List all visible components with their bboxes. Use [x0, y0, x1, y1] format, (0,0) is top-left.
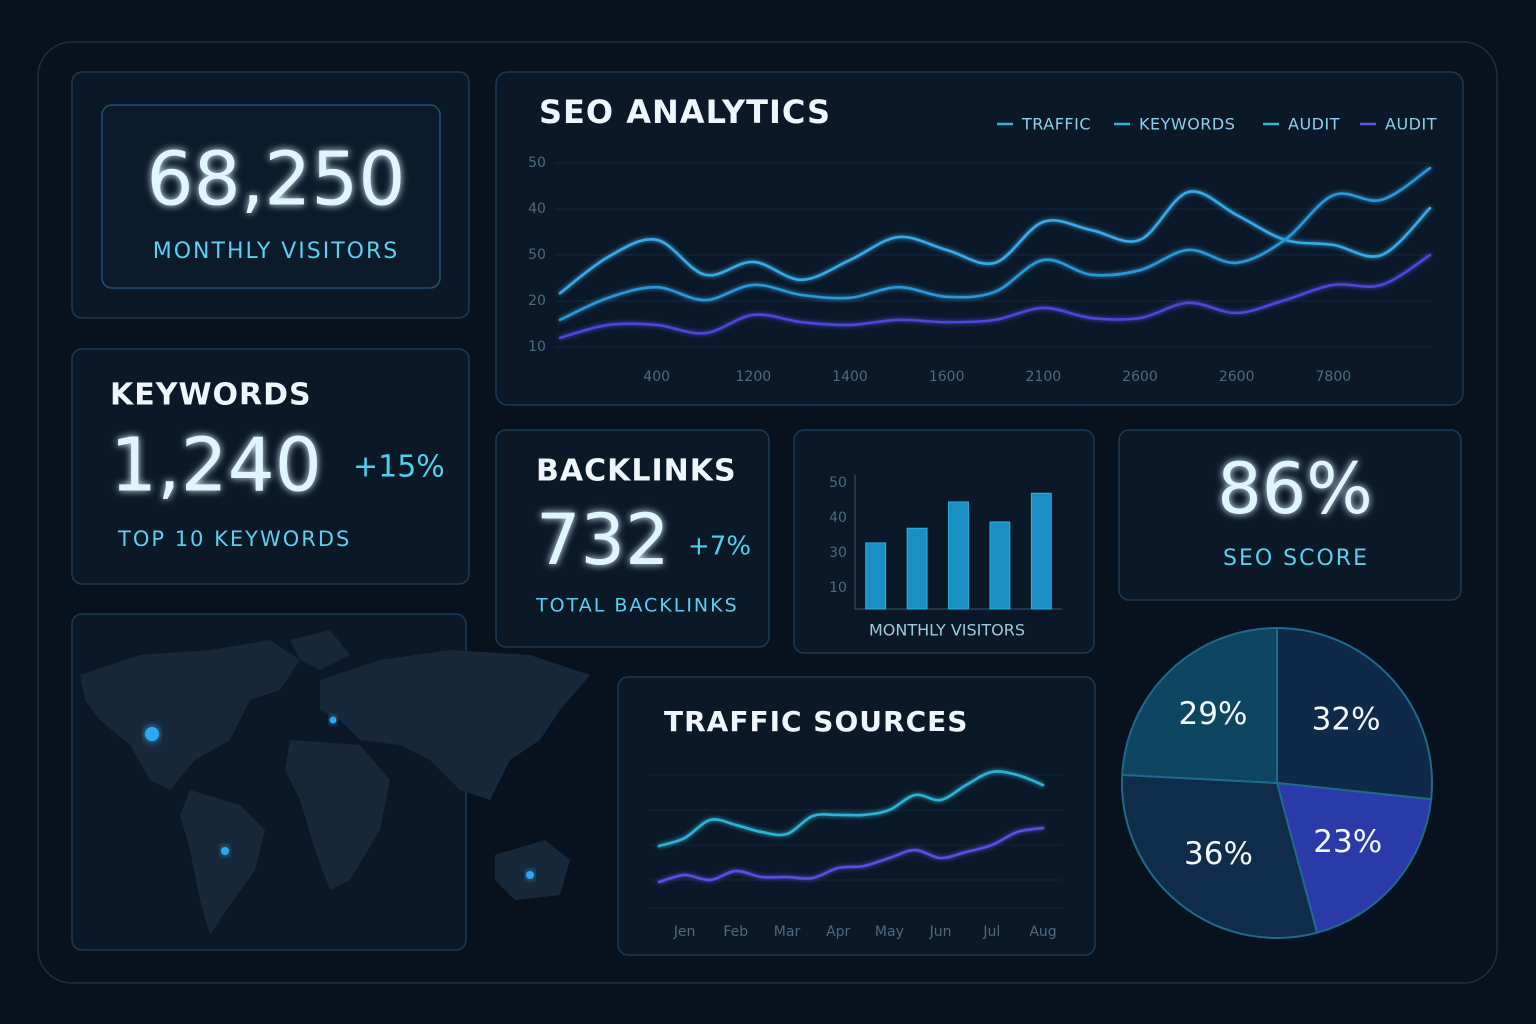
- backlinks-value: 732: [536, 499, 670, 581]
- legend-label: TRAFFIC: [1021, 115, 1091, 134]
- x-tick-label: Aug: [1029, 924, 1056, 940]
- keywords-label: TOP 10 KEYWORDS: [117, 527, 351, 551]
- backlinks-label: TOTAL BACKLINKS: [535, 595, 739, 617]
- visitors-value: 68,250: [147, 137, 406, 223]
- world-map: [80, 630, 590, 935]
- backlinks-change: +7%: [688, 532, 751, 562]
- pie-slice: [1121, 626, 1278, 785]
- y-tick-label: 10: [528, 339, 546, 355]
- seo-score-value: 86%: [1217, 448, 1373, 530]
- traffic-grid: [650, 774, 1062, 909]
- map-dot: [145, 727, 159, 741]
- x-tick-label: Jul: [982, 924, 1000, 940]
- bar: [948, 501, 969, 610]
- x-tick-label: Jen: [673, 924, 696, 940]
- chart-title: SEO ANALYTICS: [539, 93, 831, 131]
- legend-label: KEYWORDS: [1139, 115, 1235, 134]
- pie-label: 36%: [1184, 836, 1253, 872]
- keywords-title: KEYWORDS: [110, 378, 312, 413]
- x-axis-label: MONTHLY VISITORS: [869, 621, 1025, 640]
- x-tick-label: 2600: [1122, 369, 1158, 385]
- pie-slice: [1275, 781, 1433, 934]
- y-tick-label: 50: [528, 247, 546, 263]
- x-tick-label: 2600: [1219, 369, 1255, 385]
- y-tick-label: 40: [528, 201, 546, 217]
- x-tick-label: 400: [643, 369, 670, 385]
- legend-label: AUDIT: [1385, 115, 1437, 134]
- x-tick-label: 1200: [736, 369, 772, 385]
- keywords-card: [71, 348, 470, 585]
- map-dot: [221, 847, 229, 855]
- x-tick-label: 1600: [929, 369, 965, 385]
- pie-label: 32%: [1312, 701, 1381, 737]
- series-line: [558, 253, 1432, 340]
- y-tick-label: 50: [528, 155, 546, 171]
- seo-analytics-card: [495, 71, 1464, 406]
- y-tick-label: 20: [528, 293, 546, 309]
- x-tick-label: May: [875, 924, 904, 940]
- backlinks-card: [495, 429, 770, 648]
- pie-label: 29%: [1179, 696, 1248, 732]
- bar: [989, 521, 1011, 610]
- x-tick-label: Apr: [826, 924, 850, 940]
- x-tick-label: 2100: [1026, 369, 1062, 385]
- y-tick-label: 50: [829, 475, 847, 491]
- visitors-label: MONTHLY VISITORS: [153, 239, 400, 264]
- y-tick-label: 10: [829, 580, 847, 596]
- x-tick-label: Jun: [929, 924, 952, 940]
- y-tick-label: 30: [829, 545, 847, 561]
- pie-label: 23%: [1313, 824, 1382, 860]
- series-line: [657, 770, 1045, 848]
- x-tick-label: Feb: [723, 924, 748, 940]
- keywords-value: 1,240: [110, 423, 322, 509]
- visitors-inner: [101, 104, 441, 289]
- keywords-change: +15%: [353, 450, 445, 485]
- map-dot: [329, 716, 337, 724]
- bar: [865, 542, 887, 610]
- backlinks-title: BACKLINKS: [536, 454, 737, 489]
- seo-score-label: SEO SCORE: [1223, 546, 1369, 571]
- legend-label: AUDIT: [1288, 115, 1340, 134]
- series-line: [657, 826, 1045, 884]
- y-tick-label: 40: [829, 510, 847, 526]
- bar: [1030, 492, 1052, 610]
- x-tick-label: Mar: [774, 924, 801, 940]
- map-dot: [526, 871, 534, 879]
- series-line: [558, 166, 1432, 322]
- pie-slice: [1121, 773, 1319, 940]
- chart-title: TRAFFIC SOURCES: [664, 705, 968, 738]
- x-tick-label: 7800: [1316, 369, 1352, 385]
- pie-slice: [1276, 626, 1433, 801]
- bar: [906, 527, 928, 610]
- x-tick-label: 1400: [832, 369, 868, 385]
- seo-score-card: [1118, 429, 1462, 601]
